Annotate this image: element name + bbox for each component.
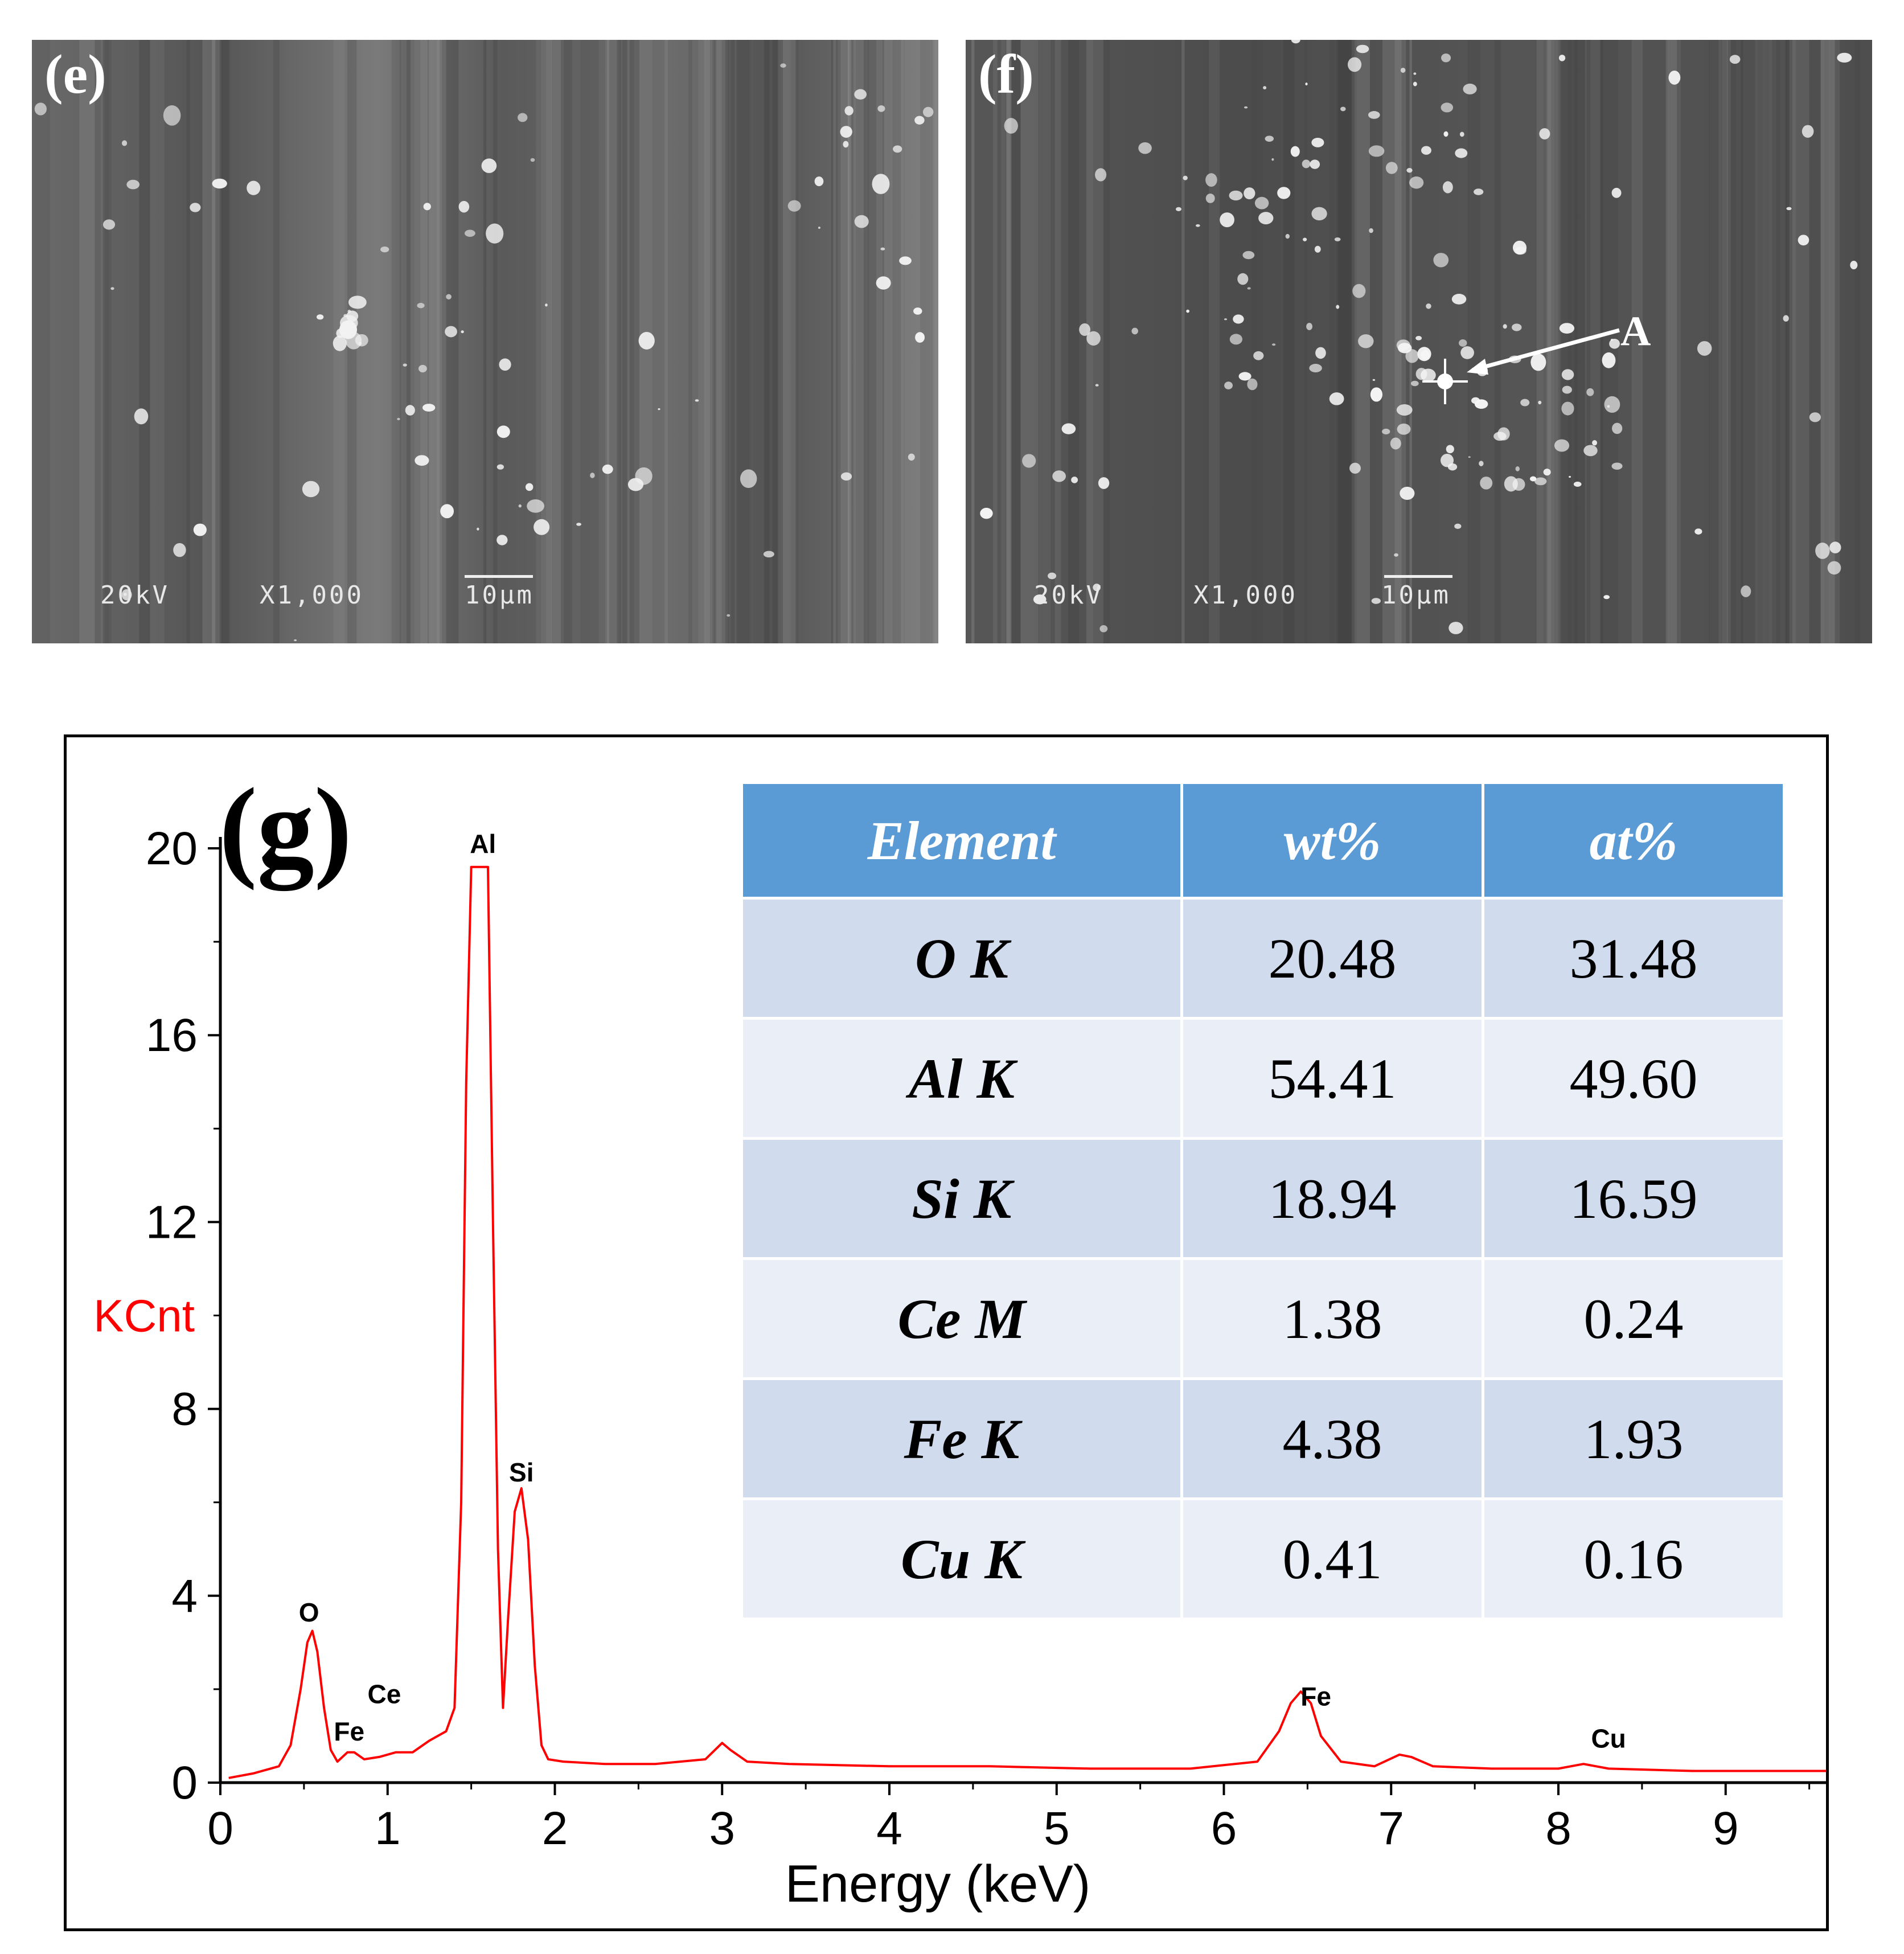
element-cell: Cu K: [743, 1500, 1180, 1618]
x-tick-label: 1: [375, 1803, 401, 1854]
wt-cell: 4.38: [1183, 1380, 1482, 1497]
marker-a-label: A: [1620, 308, 1651, 355]
panel-label-e: (e): [44, 44, 106, 105]
element-cell: Al K: [743, 1020, 1180, 1137]
x-tick-label: 7: [1378, 1803, 1404, 1854]
at-cell: 1.93: [1484, 1380, 1783, 1497]
element-cell: O K: [743, 900, 1180, 1017]
panel-label-g: (g): [219, 765, 352, 891]
at-cell: 31.48: [1484, 900, 1783, 1017]
at-cell: 0.24: [1484, 1260, 1783, 1377]
wt-cell: 18.94: [1183, 1140, 1482, 1257]
eds-composition-table: Element wt% at% O K 20.48 31.48 Al K 54.…: [740, 781, 1786, 1620]
x-tick-label: 6: [1211, 1803, 1237, 1854]
peak-label: Ce: [367, 1680, 401, 1709]
at-cell: 16.59: [1484, 1140, 1783, 1257]
sem-texture-f: [966, 40, 1872, 643]
scale-bar-e: [465, 575, 533, 578]
sem-scale-e: 10μm: [465, 581, 534, 610]
element-cell: Si K: [743, 1140, 1180, 1257]
x-axis-label: Energy (keV): [785, 1855, 1091, 1913]
sem-kv-e: 20kV: [100, 581, 170, 610]
table-row: Al K 54.41 49.60: [743, 1020, 1783, 1137]
wt-cell: 0.41: [1183, 1500, 1482, 1618]
x-tick-label: 2: [542, 1803, 568, 1854]
y-axis-label: KCnt: [93, 1291, 195, 1341]
header-element: Element: [743, 784, 1180, 897]
sem-image-f: (f) A 20kV X1,000 10μm: [966, 40, 1872, 643]
table-row: Ce M 1.38 0.24: [743, 1260, 1783, 1377]
y-tick-label: 4: [171, 1570, 198, 1622]
sem-texture-e: [32, 40, 938, 643]
peak-label: Fe: [1300, 1682, 1331, 1711]
sem-mag-f: X1,000: [1193, 581, 1298, 610]
peak-label: Fe: [334, 1717, 364, 1746]
x-tick-label: 8: [1545, 1803, 1571, 1854]
header-at: at%: [1484, 784, 1783, 897]
at-cell: 0.16: [1484, 1500, 1783, 1618]
y-tick-label: 16: [146, 1009, 198, 1061]
table-row: Si K 18.94 16.59: [743, 1140, 1783, 1257]
table-header-row: Element wt% at%: [743, 784, 1783, 897]
table-row: O K 20.48 31.48: [743, 900, 1783, 1017]
element-cell: Fe K: [743, 1380, 1180, 1497]
peak-label: Al: [470, 829, 496, 859]
y-tick-label: 20: [146, 823, 198, 875]
panel-label-f: (f): [978, 44, 1034, 105]
sem-mag-e: X1,000: [260, 581, 364, 610]
scale-bar-f: [1384, 575, 1452, 578]
arrow-a: [1422, 328, 1620, 404]
x-tick-label: 3: [709, 1803, 735, 1854]
y-tick-label: 8: [171, 1384, 198, 1435]
y-tick-label: 0: [171, 1757, 198, 1809]
element-cell: Ce M: [743, 1260, 1180, 1377]
spectrum-series-0: [228, 865, 1826, 1779]
y-tick-label: 12: [146, 1196, 198, 1248]
x-tick-label: 5: [1044, 1803, 1070, 1854]
peak-label: Si: [509, 1458, 534, 1487]
sem-scale-f: 10μm: [1381, 581, 1451, 610]
sem-kv-f: 20kV: [1034, 581, 1103, 610]
x-tick-label: 0: [207, 1803, 233, 1854]
wt-cell: 1.38: [1183, 1260, 1482, 1377]
x-tick-label: 9: [1713, 1803, 1739, 1854]
sem-image-e: (e) 20kV X1,000 10μm: [32, 40, 938, 643]
x-tick-label: 4: [876, 1803, 902, 1854]
wt-cell: 54.41: [1183, 1020, 1482, 1137]
table-row: Fe K 4.38 1.93: [743, 1380, 1783, 1497]
wt-cell: 20.48: [1183, 900, 1482, 1017]
header-wt: wt%: [1183, 784, 1482, 897]
table-row: Cu K 0.41 0.16: [743, 1500, 1783, 1618]
peak-label: O: [299, 1598, 319, 1627]
at-cell: 49.60: [1484, 1020, 1783, 1137]
peak-label: Cu: [1591, 1723, 1626, 1753]
